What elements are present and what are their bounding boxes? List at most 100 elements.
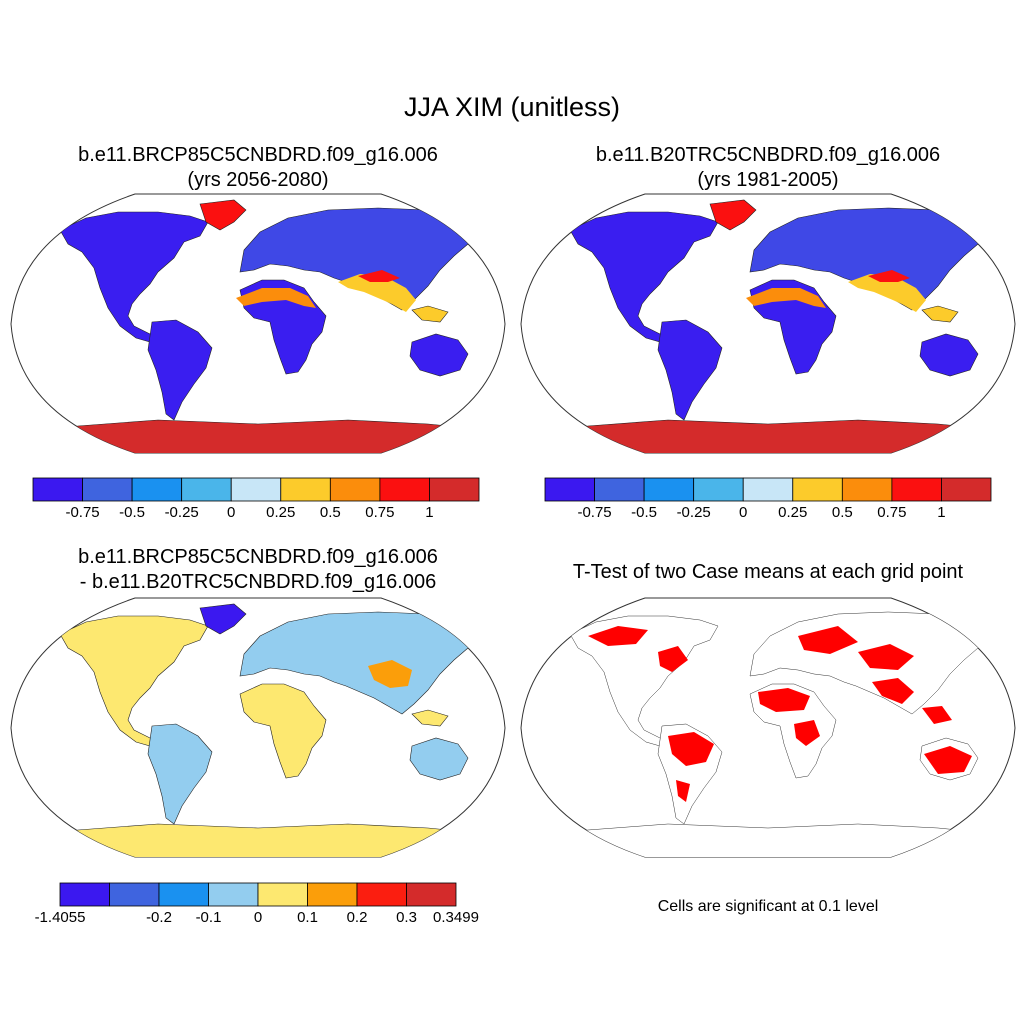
colorbar-tick-label: -0.25 xyxy=(165,504,199,521)
colorbar-difference: -1.4055 -0.2 -0.1 0 0.1 0.2 0.3 0.3499 xyxy=(35,882,479,926)
colorbar-future: -0.75 -0.5 -0.25 0 0.25 0.5 0.75 1 xyxy=(32,477,480,521)
antarctica-outline xyxy=(521,823,1015,857)
colorbar-swatch xyxy=(109,882,160,907)
colorbar-tick-label: 0.75 xyxy=(365,504,394,521)
sig-region-sa-south xyxy=(676,780,690,802)
colorbar-swatch xyxy=(356,882,407,907)
colorbar-swatch xyxy=(257,882,308,907)
colorbar-tick-label: -0.5 xyxy=(119,504,145,521)
himalaya-hot xyxy=(868,270,910,282)
colorbar-swatch xyxy=(329,477,381,502)
sig-region-se-asia xyxy=(922,706,952,724)
colorbar-swatch xyxy=(594,477,645,502)
colorbar-swatch xyxy=(32,477,83,502)
antarctica xyxy=(11,419,505,453)
colorbar-tick-label: -0.1 xyxy=(196,909,222,926)
colorbar-tick-label: 0.2 xyxy=(347,909,368,926)
antarctica xyxy=(11,823,505,857)
greenland xyxy=(199,199,247,231)
colorbar-swatch xyxy=(307,882,358,907)
eurasia xyxy=(239,207,479,311)
north-america xyxy=(569,211,719,343)
colorbar-tick-label: 0 xyxy=(227,504,235,521)
panel-4-title: T-Test of two Case means at each grid po… xyxy=(572,561,964,583)
colorbar-tick-label: 0.1 xyxy=(297,909,318,926)
sig-region-central-africa xyxy=(794,720,820,746)
panel-1-title-line1: b.e11.BRCP85C5CNBDRD.f09_g16.006 xyxy=(78,144,438,166)
south-america xyxy=(147,319,213,421)
sig-region-eurasia-north xyxy=(798,626,858,654)
eurasia xyxy=(239,611,479,715)
greenland xyxy=(199,603,247,635)
colorbar-swatch xyxy=(59,882,110,907)
colorbar-tick-label: -0.75 xyxy=(65,504,99,521)
colorbar-swatch xyxy=(792,477,843,502)
colorbar-swatch xyxy=(643,477,695,502)
sig-region-amazon xyxy=(668,732,714,766)
colorbar-tick-label: 0.3499 xyxy=(433,909,479,926)
map-panel-difference xyxy=(10,597,506,858)
panel-3-title-line2: - b.e11.B20TRC5CNBDRD.f09_g16.006 xyxy=(79,571,437,593)
colorbar-swatch xyxy=(131,477,183,502)
south-america xyxy=(657,319,723,421)
colorbar-swatch xyxy=(941,477,992,502)
colorbar-swatch xyxy=(208,882,259,907)
australia xyxy=(409,737,469,781)
colorbar-tick-label: -1.4055 xyxy=(35,909,86,926)
greenland xyxy=(709,199,757,231)
colorbar-tick-label: 1 xyxy=(425,504,433,521)
eurasia xyxy=(749,207,989,311)
colorbar-tick-label: 1 xyxy=(937,504,945,521)
antarctica xyxy=(521,419,1015,453)
colorbar-swatch xyxy=(891,477,942,502)
colorbar-tick-label: -0.2 xyxy=(146,909,172,926)
colorbar-swatch xyxy=(158,882,209,907)
sahara-band xyxy=(746,288,826,308)
australia xyxy=(919,333,979,377)
colorbar-tick-label: 0.3 xyxy=(396,909,417,926)
colorbar-tick-label: 0.75 xyxy=(877,504,906,521)
map-panel-future xyxy=(10,193,506,454)
panel-3-title-line1: b.e11.BRCP85C5CNBDRD.f09_g16.006 xyxy=(78,546,438,568)
sig-region-sahel xyxy=(758,688,810,712)
colorbar-swatch xyxy=(280,477,331,502)
colorbar-swatch xyxy=(429,477,480,502)
africa xyxy=(239,683,327,779)
main-title: JJA XIM (unitless) xyxy=(403,92,621,122)
himalaya-hot xyxy=(358,270,400,282)
colorbar-swatch xyxy=(544,477,595,502)
colorbar-swatch xyxy=(82,477,133,502)
sig-region-na-north xyxy=(588,626,648,646)
panel-2-title-line1: b.e11.B20TRC5CNBDRD.f09_g16.006 xyxy=(595,144,941,166)
south-asia-warm xyxy=(848,274,926,312)
sahara-band xyxy=(236,288,316,308)
south-asia-warm xyxy=(338,274,416,312)
sig-region-south-asia xyxy=(872,678,914,704)
panel-1-title: b.e11.BRCP85C5CNBDRD.f09_g16.006 (yrs 20… xyxy=(8,143,508,193)
colorbar-tick-label: 0.5 xyxy=(832,504,853,521)
north-america-outline xyxy=(569,615,719,747)
colorbar-tick-label: 0.5 xyxy=(320,504,341,521)
colorbar-tick-label: 0 xyxy=(254,909,262,926)
colorbar-tick-label: 0.25 xyxy=(778,504,807,521)
se-asia-islands xyxy=(411,305,449,323)
colorbar-historical: -0.75 -0.5 -0.25 0 0.25 0.5 0.75 1 xyxy=(544,477,992,521)
colorbar-swatch xyxy=(406,882,457,907)
north-america xyxy=(59,211,209,343)
colorbar-tick-label: -0.25 xyxy=(677,504,711,521)
se-asia-islands xyxy=(411,709,449,727)
colorbar-swatch xyxy=(742,477,794,502)
panel-1-title-line2: (yrs 2056-2080) xyxy=(187,169,329,191)
colorbar-swatch xyxy=(379,477,430,502)
colorbar-swatch xyxy=(693,477,744,502)
colorbar-tick-label: 0.25 xyxy=(266,504,295,521)
north-america xyxy=(59,615,209,747)
sig-region-central-asia xyxy=(858,644,914,670)
south-america xyxy=(147,723,213,825)
panel-2-title-line2: (yrs 1981-2005) xyxy=(697,169,839,191)
map-panel-historical xyxy=(520,193,1016,454)
panel-2-title: b.e11.B20TRC5CNBDRD.f09_g16.006 (yrs 198… xyxy=(518,143,1018,193)
panel-3-title: b.e11.BRCP85C5CNBDRD.f09_g16.006 - b.e11… xyxy=(8,545,508,595)
map-panel-ttest xyxy=(520,597,1016,858)
east-asia-warm xyxy=(368,660,412,688)
